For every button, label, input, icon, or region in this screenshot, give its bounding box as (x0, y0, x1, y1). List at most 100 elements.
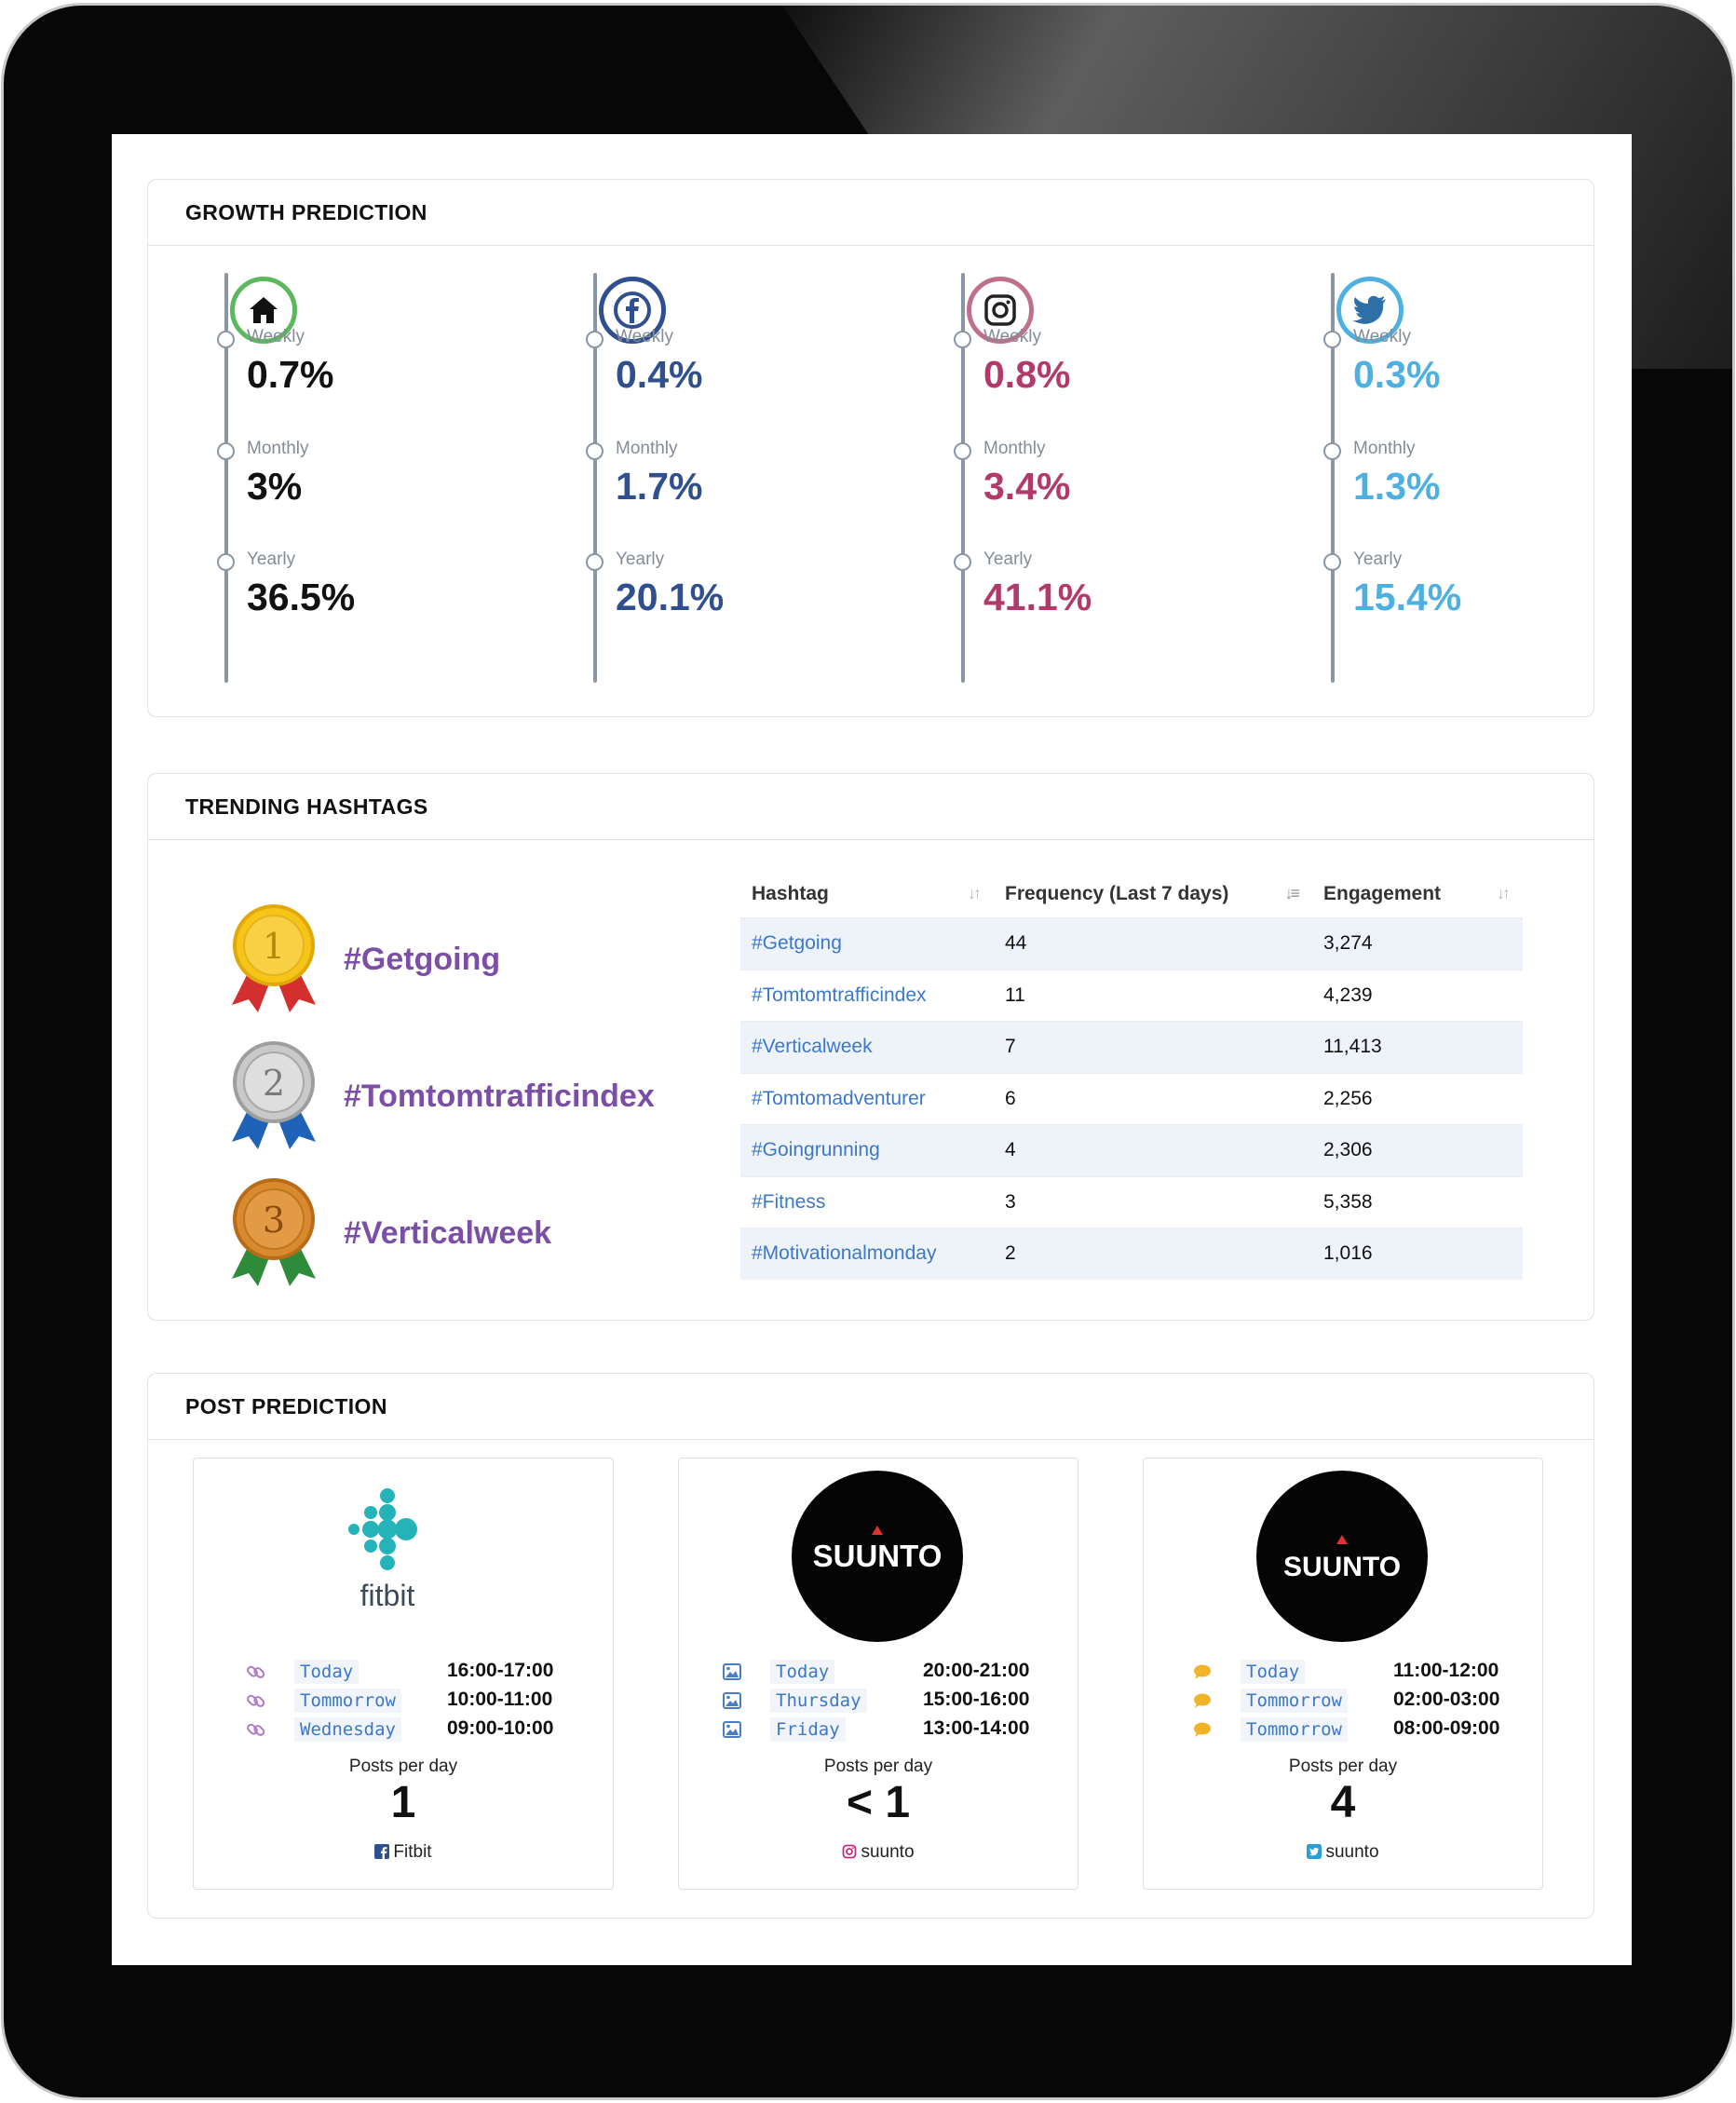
schedule-day: Thursday (770, 1689, 867, 1713)
hashtag-cell[interactable]: #Tomtomadventurer (740, 1072, 994, 1125)
image-icon (723, 1721, 741, 1738)
top-hashtag-1[interactable]: #Getgoing (344, 942, 501, 977)
hashtag-cell[interactable]: #Goingrunning (740, 1124, 994, 1176)
monthly-value: 3% (247, 465, 303, 508)
growth-column-facebook: Weekly 0.4% Monthly 1.7% Yearly 20.1% (586, 273, 929, 683)
timeline-dot (586, 331, 604, 348)
schedule-day: Tommorrow (1241, 1689, 1348, 1713)
top-hashtag-3[interactable]: #Verticalweek (344, 1215, 552, 1251)
column-header-engagement[interactable]: Engagement ↓↑ (1323, 883, 1511, 904)
svg-text:3: 3 (263, 1200, 285, 1241)
engagement-cell: 4,239 (1312, 969, 1523, 1022)
posts-per-day-value: 4 (1330, 1778, 1356, 1827)
table-row: #Tomtomtrafficindex 11 4,239 (740, 969, 1523, 1022)
column-header-frequency[interactable]: Frequency (Last 7 days) ↓≡ (1005, 883, 1300, 904)
frequency-cell: 11 (994, 969, 1312, 1022)
hashtag-table: Hashtag ↓↑ Frequency (Last 7 days) ↓≡ Enga… (740, 871, 1523, 1280)
hashtag-cell[interactable]: #Motivationalmonday (740, 1228, 994, 1280)
hashtag-cell[interactable]: #Fitness (740, 1175, 994, 1228)
column-header-hashtag[interactable]: Hashtag ↓↑ (752, 883, 982, 904)
monthly-label: Monthly (247, 439, 309, 458)
schedule-time: 13:00-14:00 (923, 1717, 1030, 1739)
timeline-line (961, 273, 965, 683)
table-row: #Getgoing 44 3,274 (740, 917, 1523, 970)
schedule-day: Wednesday (294, 1717, 401, 1742)
timeline-dot (217, 331, 235, 348)
growth-column-instagram: Weekly 0.8% Monthly 3.4% Yearly 41.1% (954, 273, 1296, 683)
comment-icon (1194, 1664, 1211, 1679)
hashtag-cell[interactable]: #Tomtomtrafficindex (740, 969, 994, 1022)
sort-icon[interactable]: ↓↑ (1497, 884, 1511, 902)
schedule-time: 10:00-11:00 (447, 1689, 553, 1710)
timeline-line (593, 273, 597, 683)
hashtag-cell[interactable]: #Getgoing (740, 917, 994, 970)
facebook-icon (599, 277, 666, 344)
post-card-fitbit: fitbit Today 16:00-17:00 Tommorrow 10:00… (193, 1458, 614, 1890)
account-link[interactable]: suunto (679, 1842, 1078, 1863)
table-row: #Fitness 3 5,358 (740, 1175, 1523, 1228)
account-name: Fitbit (393, 1842, 432, 1862)
link-icon (247, 1723, 265, 1736)
timeline-line (224, 273, 228, 683)
monthly-label: Monthly (616, 439, 678, 458)
timeline-dot (954, 442, 971, 460)
weekly-label: Weekly (1353, 327, 1411, 346)
schedule-day: Tommorrow (294, 1689, 401, 1713)
table-row: #Motivationalmonday 2 1,016 (740, 1228, 1523, 1280)
top-hashtag-2[interactable]: #Tomtomtrafficindex (344, 1079, 655, 1114)
timeline-dot (954, 553, 971, 571)
schedule-time: 16:00-17:00 (447, 1660, 554, 1681)
home-icon (230, 277, 297, 344)
monthly-value: 1.3% (1353, 465, 1441, 508)
instagram-icon (967, 277, 1034, 344)
account-link[interactable]: Fitbit (194, 1842, 613, 1863)
suunto-logo: SUUNTO (1255, 1470, 1429, 1648)
account-link[interactable]: suunto (1144, 1842, 1542, 1863)
yearly-value: 20.1% (616, 576, 725, 618)
schedule-day: Today (770, 1660, 835, 1684)
sort-icon[interactable]: ↓≡ (1284, 884, 1299, 902)
image-icon (723, 1663, 741, 1680)
weekly-value: 0.4% (616, 353, 703, 396)
table-header-row: Hashtag ↓↑ Frequency (Last 7 days) ↓≡ Enga… (740, 871, 1523, 918)
monthly-label: Monthly (983, 439, 1046, 458)
posts-per-day-value: 1 (390, 1778, 416, 1827)
weekly-value: 0.3% (1353, 353, 1441, 396)
svg-text:fitbit: fitbit (360, 1579, 415, 1612)
post-prediction-title: POST PREDICTION (148, 1374, 1594, 1440)
comment-icon (1194, 1693, 1211, 1708)
weekly-label: Weekly (616, 327, 673, 346)
schedule-day: Friday (770, 1717, 846, 1742)
comment-icon (1194, 1722, 1211, 1737)
frequency-cell: 4 (994, 1124, 1312, 1176)
image-icon (723, 1692, 741, 1709)
posts-per-day-value: < 1 (846, 1778, 911, 1827)
suunto-logo: SUUNTO (791, 1470, 964, 1648)
engagement-cell: 5,358 (1312, 1175, 1523, 1228)
tablet-frame: GROWTH PREDICTION Weekly 0.7% Monthly 3%… (4, 6, 1732, 2097)
posts-per-day-label: Posts per day (1288, 1757, 1398, 1776)
table-row: #Verticalweek 7 11,413 (740, 1021, 1523, 1073)
schedule-row: Tommorrow 02:00-03:00 (1144, 1687, 1542, 1715)
timeline-dot (586, 442, 604, 460)
weekly-label: Weekly (247, 327, 305, 346)
yearly-value: 36.5% (247, 576, 356, 618)
schedule-time: 11:00-12:00 (1393, 1660, 1499, 1681)
svg-text:1: 1 (263, 926, 285, 967)
frequency-cell: 2 (994, 1228, 1312, 1280)
gold-medal-icon: 1 (223, 904, 325, 1016)
fitbit-logo: fitbit (333, 1486, 454, 1621)
schedule-day: Today (294, 1660, 359, 1684)
hashtag-cell[interactable]: #Verticalweek (740, 1021, 994, 1073)
posts-per-day-label: Posts per day (823, 1757, 933, 1776)
frequency-cell: 3 (994, 1175, 1312, 1228)
bronze-medal-icon: 3 (223, 1178, 325, 1290)
twitter-icon (1336, 277, 1404, 344)
monthly-value: 1.7% (616, 465, 703, 508)
sort-icon[interactable]: ↓↑ (968, 884, 982, 902)
schedule-row: Today 20:00-21:00 (679, 1658, 1078, 1686)
growth-prediction-card: GROWTH PREDICTION Weekly 0.7% Monthly 3%… (147, 179, 1594, 717)
growth-prediction-title: GROWTH PREDICTION (148, 180, 1594, 246)
yearly-label: Yearly (1353, 549, 1403, 569)
engagement-cell: 2,306 (1312, 1124, 1523, 1176)
